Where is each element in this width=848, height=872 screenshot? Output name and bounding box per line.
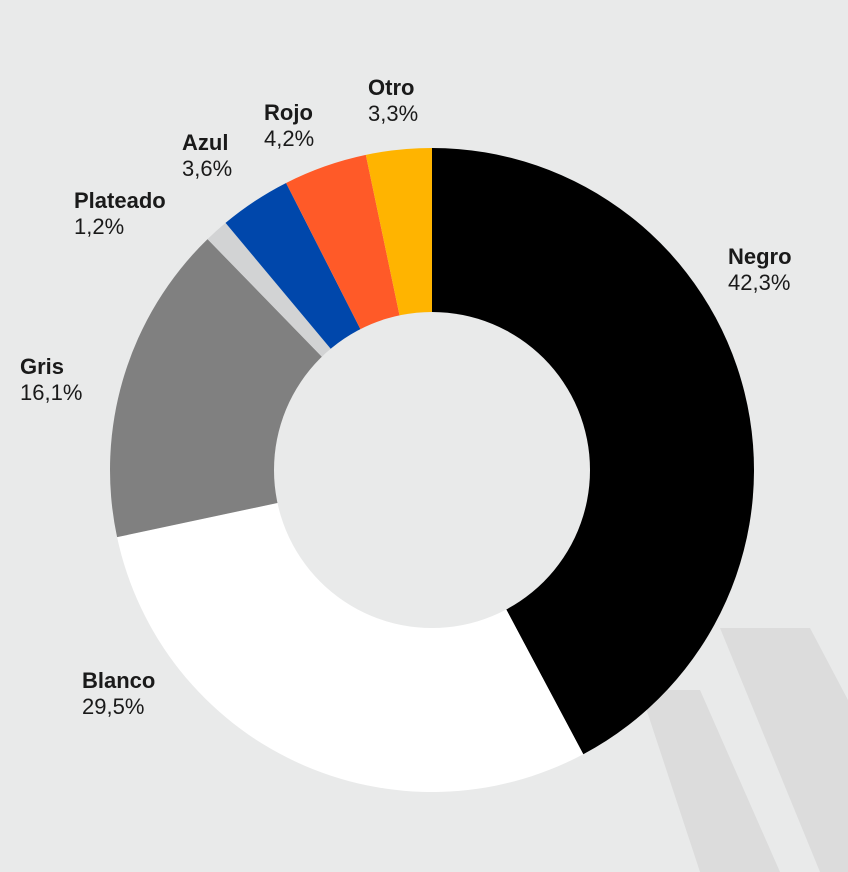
value-label: 1,2% <box>74 214 124 239</box>
value-label: 16,1% <box>20 380 82 405</box>
value-label: 3,3% <box>368 101 418 126</box>
category-label: Gris <box>20 354 64 379</box>
decor-stripe <box>720 628 848 872</box>
value-label: 4,2% <box>264 126 314 151</box>
category-label: Rojo <box>264 100 313 125</box>
category-label: Azul <box>182 130 228 155</box>
category-label: Negro <box>728 244 792 269</box>
value-label: 42,3% <box>728 270 790 295</box>
category-label: Blanco <box>82 668 155 693</box>
decor-stripe <box>640 690 780 872</box>
value-label: 29,5% <box>82 694 144 719</box>
donut-hole <box>274 312 590 628</box>
category-label: Otro <box>368 75 414 100</box>
category-label: Plateado <box>74 188 166 213</box>
value-label: 3,6% <box>182 156 232 181</box>
